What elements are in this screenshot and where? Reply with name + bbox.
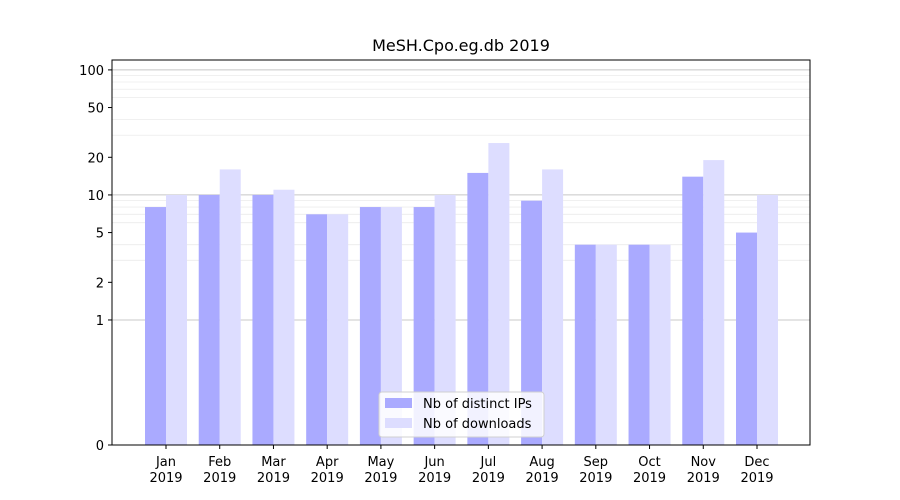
x-tick-label-year: 2019 (418, 471, 451, 486)
bar-downloads (166, 194, 187, 445)
y-tick-label: 2 (96, 276, 104, 291)
bar-downloads (273, 189, 295, 445)
x-axis: Jan2019Feb2019Mar2019Apr2019May2019Jun20… (149, 445, 774, 486)
chart-title: MeSH.Cpo.eg.db 2019 (372, 36, 550, 55)
legend-label: Nb of downloads (423, 417, 532, 432)
bar-downloads (757, 194, 778, 445)
y-tick-label: 0 (96, 439, 104, 454)
x-tick-label-year: 2019 (149, 471, 182, 486)
x-tick-label-month: Aug (529, 455, 554, 470)
legend-swatch (385, 398, 412, 408)
x-tick-label-month: Jul (480, 455, 497, 470)
bar-distinct-ips (736, 232, 757, 445)
x-tick-label-year: 2019 (740, 471, 773, 486)
bar-downloads (595, 244, 617, 445)
bar-distinct-ips (521, 200, 543, 445)
x-tick-label-month: Feb (208, 455, 231, 470)
legend-box (378, 391, 545, 438)
bar-downloads (703, 160, 725, 445)
bar-distinct-ips (574, 244, 596, 445)
bar-distinct-ips (628, 244, 650, 445)
bar-distinct-ips (467, 172, 489, 445)
bar-downloads (327, 214, 349, 445)
bar-distinct-ips (682, 176, 704, 445)
x-tick-label-year: 2019 (203, 471, 236, 486)
x-tick-label-year: 2019 (311, 471, 344, 486)
y-axis: 0 1 2 5 10 20 50 100 (79, 64, 112, 454)
x-tick-label-year: 2019 (526, 471, 559, 486)
x-tick-label-year: 2019 (257, 471, 290, 486)
x-tick-label-month: Jun (423, 455, 444, 470)
bar-distinct-ips (306, 214, 328, 445)
legend: Nb of distinct IPs Nb of downloads (378, 391, 545, 438)
y-tick-label: 20 (87, 151, 104, 166)
x-tick-label-year: 2019 (687, 471, 720, 486)
x-tick-label-month: Jan (155, 455, 176, 470)
x-tick-label-month: Dec (744, 455, 769, 470)
x-tick-label-month: Apr (316, 455, 339, 470)
x-tick-label-year: 2019 (633, 471, 666, 486)
bar-downloads (488, 143, 510, 445)
bar-distinct-ips (252, 194, 274, 445)
x-tick-label-year: 2019 (579, 471, 612, 486)
bar-distinct-ips (198, 194, 220, 445)
y-tick-label: 1 (96, 314, 104, 329)
bar-downloads (542, 169, 564, 445)
y-tick-label: 5 (96, 227, 104, 242)
x-tick-label-year: 2019 (472, 471, 505, 486)
x-tick-label-month: Mar (261, 455, 286, 470)
plot-area-frame (111, 59, 811, 446)
bar-downloads (380, 207, 402, 445)
bar-distinct-ips (413, 207, 435, 445)
legend-label: Nb of distinct IPs (423, 397, 532, 412)
x-tick-label-year: 2019 (364, 471, 397, 486)
bar-downloads (649, 244, 671, 445)
bar-downloads (434, 194, 456, 445)
bars (145, 143, 778, 445)
y-tick-label: 10 (87, 189, 104, 204)
x-tick-label-month: Nov (691, 455, 717, 470)
bar-distinct-ips (359, 207, 381, 445)
y-tick-label: 100 (79, 64, 104, 79)
bar-distinct-ips (145, 207, 166, 445)
legend-swatch (385, 418, 412, 428)
x-tick-label-month: Sep (584, 455, 609, 470)
x-tick-label-month: May (367, 455, 394, 470)
x-tick-label-month: Oct (638, 455, 660, 470)
y-tick-label: 50 (87, 102, 104, 117)
bar-downloads (219, 169, 241, 445)
